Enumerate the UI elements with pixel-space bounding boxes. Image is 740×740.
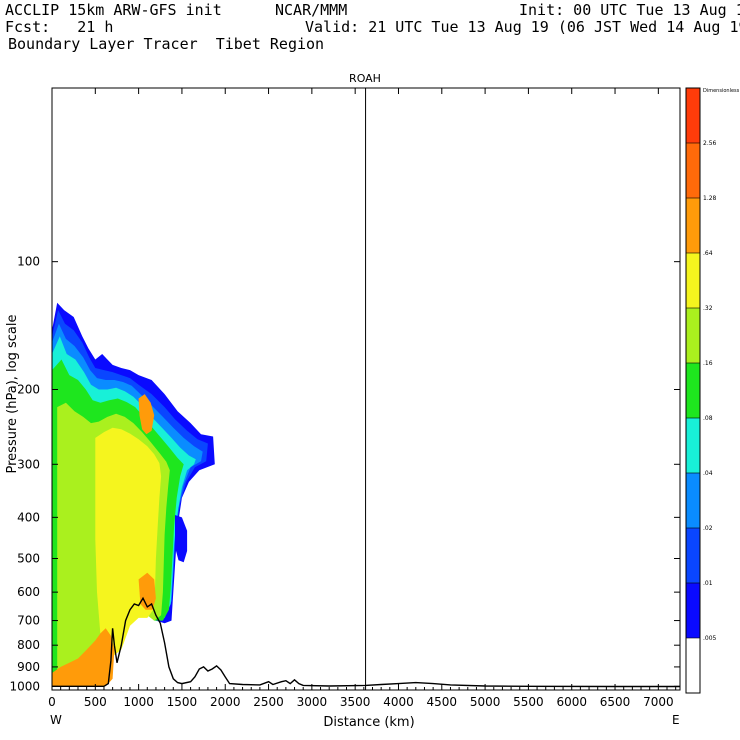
colorbar-label: .02 <box>703 525 713 532</box>
chart-title: ROAH <box>349 72 381 85</box>
x-axis-label: Distance (km) <box>323 715 414 730</box>
x-tick-label: 4500 <box>427 695 458 709</box>
colorbar-label: .005 <box>703 635 717 642</box>
x-tick-label: 3000 <box>297 695 328 709</box>
colorbar-unit-label: Dimensionless <box>703 88 740 94</box>
y-tick-label: 800 <box>17 638 40 652</box>
y-tick-label: 500 <box>17 552 40 566</box>
west-end-label: W <box>50 713 62 727</box>
header-institution: NCAR/MMM <box>275 1 348 19</box>
tracer-contour-9 <box>138 572 156 610</box>
tracer-contour-7 <box>52 628 115 687</box>
x-axis: 0 500 1000 1500 2000 2500 3000 3500 4000 4500 5000… <box>48 88 677 709</box>
x-tick-label: 4000 <box>383 695 414 709</box>
header-title: ACCLIP 15km ARW-GFS init <box>5 1 222 19</box>
tracer-contour-8 <box>138 394 155 435</box>
x-tick-label: 7000 <box>643 695 674 709</box>
colorbar-swatch <box>686 583 700 638</box>
header-field-description: Boundary Layer Tracer Tibet Region <box>8 35 325 53</box>
colorbar-label: 2.56 <box>703 140 717 147</box>
colorbar-label: .08 <box>703 415 713 422</box>
colorbar-swatch <box>686 528 700 583</box>
x-tick-label: 5000 <box>470 695 501 709</box>
x-tick-label: 2500 <box>253 695 284 709</box>
colorbar-label: .01 <box>703 580 713 587</box>
x-tick-label: 1500 <box>167 695 198 709</box>
tracer-field <box>52 302 215 687</box>
colorbar-label: 1.28 <box>703 195 717 202</box>
colorbar-label: .64 <box>703 250 713 257</box>
y-tick-label: 100 <box>17 255 40 269</box>
x-tick-label: 6000 <box>556 695 587 709</box>
x-tick-label: 2000 <box>210 695 241 709</box>
header-init-time: Init: 00 UTC Tue 13 Aug 19 <box>519 1 740 19</box>
terrain-profile-line <box>52 596 680 688</box>
x-tick-label: 5500 <box>513 695 544 709</box>
x-tick-label: 6500 <box>600 695 631 709</box>
colorbar-label: .16 <box>703 360 713 367</box>
y-tick-label: 600 <box>17 585 40 599</box>
y-tick-label: 1000 <box>9 679 40 693</box>
colorbar-swatch <box>686 198 700 253</box>
plot-frame <box>51 87 681 691</box>
colorbar-swatch <box>686 363 700 418</box>
east-end-label: E <box>672 713 680 727</box>
x-tick-label: 0 <box>48 695 56 709</box>
y-tick-label: 400 <box>17 510 40 524</box>
x-tick-label: 3500 <box>340 695 371 709</box>
y-tick-label: 700 <box>17 614 40 628</box>
colorbar-label: .32 <box>703 305 713 312</box>
colorbar: Dimensionless 2.56 1.28 .64 .32 .16 .08 .04 .02.… <box>685 87 740 694</box>
y-tick-label: 200 <box>17 383 40 397</box>
colorbar-swatch <box>686 253 700 308</box>
header-forecast-hour: Fcst: 21 h <box>5 18 114 36</box>
colorbar-swatch <box>686 473 700 528</box>
colorbar-swatch <box>686 143 700 198</box>
colorbar-swatch <box>686 418 700 473</box>
y-axis: 100 200 300 400 500 600 700 800 900 1000 <box>9 255 680 693</box>
x-tick-label: 1000 <box>123 695 154 709</box>
tracer-isolated-blob <box>175 515 188 563</box>
y-axis-label: Pressure (hPa), log scale <box>5 315 20 474</box>
colorbar-swatch <box>686 638 700 693</box>
colorbar-label: .04 <box>703 470 713 477</box>
tracer-contour-6 <box>95 427 162 663</box>
y-tick-label: 900 <box>17 660 40 674</box>
colorbar-swatch <box>686 88 700 143</box>
y-tick-label: 300 <box>17 457 40 471</box>
x-tick-label: 500 <box>84 695 107 709</box>
header-valid-time: Valid: 21 UTC Tue 13 Aug 19 (06 JST Wed … <box>305 18 740 36</box>
colorbar-swatch <box>686 308 700 363</box>
colorbar-frame <box>685 87 701 694</box>
